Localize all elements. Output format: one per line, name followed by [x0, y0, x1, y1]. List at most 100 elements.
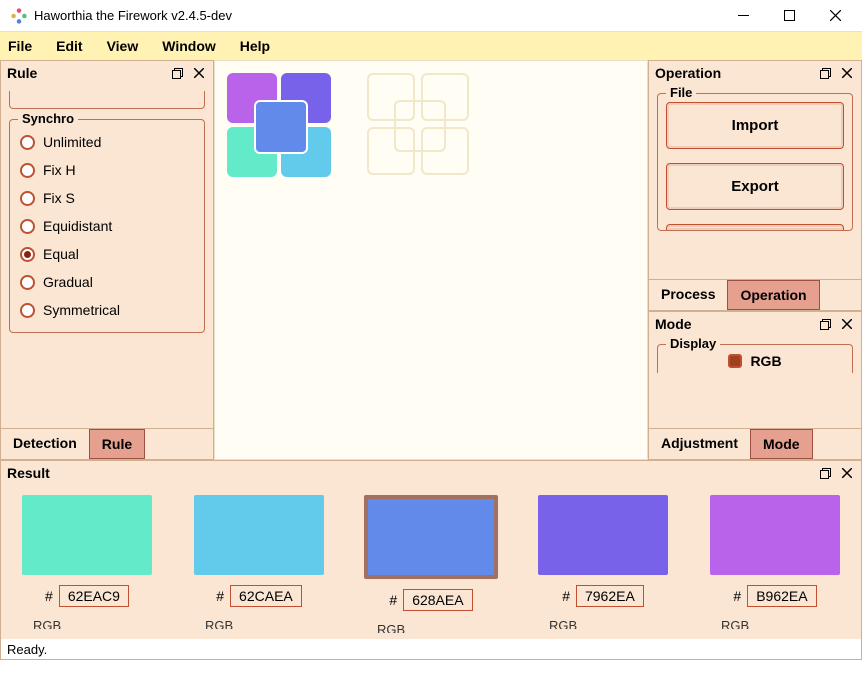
result-panel: Result #62EAC9 RGB #62CAEA RGB #628AEA RGB #79…	[0, 460, 862, 660]
radio-label: Fix H	[43, 162, 76, 178]
status-text: Ready.	[7, 642, 47, 657]
rule-panel-body: Synchro Unlimited Fix H Fix S Equidistant Eq…	[1, 85, 213, 428]
color-swatch[interactable]	[710, 495, 840, 575]
tab-mode[interactable]: Mode	[750, 429, 813, 459]
hex-row: #7962EA	[562, 585, 644, 607]
synchro-group-label: Synchro	[18, 111, 78, 126]
export-button[interactable]: Export	[666, 163, 844, 210]
import-button[interactable]: Import	[666, 102, 844, 149]
status-bar: Ready.	[1, 639, 861, 659]
format-label: RGB	[17, 617, 157, 629]
menu-view[interactable]: View	[107, 38, 139, 54]
undock-icon[interactable]	[169, 65, 185, 81]
rule-panel-title: Rule	[7, 65, 37, 81]
hex-input[interactable]: 62EAC9	[59, 585, 129, 607]
radio-icon	[20, 303, 35, 318]
hash-label: #	[733, 588, 741, 604]
app-icon	[10, 7, 28, 25]
hex-input[interactable]: B962EA	[747, 585, 816, 607]
result-panel-title: Result	[7, 465, 50, 481]
hash-label: #	[562, 588, 570, 604]
canvas-area[interactable]	[214, 60, 648, 460]
synchro-unlimited[interactable]: Unlimited	[18, 128, 196, 156]
synchro-symmetrical[interactable]: Symmetrical	[18, 296, 196, 324]
synchro-gradual[interactable]: Gradual	[18, 268, 196, 296]
close-button[interactable]	[812, 1, 858, 31]
menu-file[interactable]: File	[8, 38, 32, 54]
color-swatch[interactable]	[22, 495, 152, 575]
file-group: File ImportExport	[657, 93, 853, 231]
menu-edit[interactable]: Edit	[56, 38, 82, 54]
hex-row: # B962EA	[733, 585, 816, 607]
tab-process[interactable]: Process	[649, 280, 727, 310]
truncated-group	[9, 91, 205, 109]
maximize-button[interactable]	[766, 1, 812, 31]
mode-panel: Mode Display RGB AdjustmentMode	[648, 311, 862, 460]
close-panel-icon[interactable]	[839, 316, 855, 332]
undock-icon[interactable]	[817, 316, 833, 332]
swatch-item[interactable]: #7962EARGB	[533, 495, 673, 639]
swatch-item[interactable]: #B962EARGB	[705, 495, 845, 639]
rule-tabs: DetectionRule	[1, 428, 213, 459]
radio-label: Fix S	[43, 190, 75, 206]
tab-detection[interactable]: Detection	[1, 429, 89, 459]
color-swatch[interactable]	[364, 495, 498, 579]
rgb-option[interactable]: RGB	[666, 353, 844, 369]
hex-input[interactable]: 62CAEA	[230, 585, 302, 607]
hex-row: #628AEA	[389, 589, 472, 611]
operation-panel-header: Operation	[649, 61, 861, 85]
radio-label: Equal	[43, 246, 79, 262]
title-bar: Haworthia the Firework v2.4.5-dev	[0, 0, 862, 32]
swatch-item[interactable]: #62CAEA RGB	[189, 495, 329, 639]
right-panels: Operation File ImportExport ProcessOpera…	[648, 60, 862, 460]
result-swatches: #62EAC9 RGB #62CAEA RGB #628AEA RGB #7962EARGB…	[1, 485, 861, 639]
rule-panel: Rule Synchro Unlimited Fix H Fix S Equidist…	[0, 60, 214, 460]
ghost-square[interactable]	[394, 100, 446, 152]
format-label: RGB	[189, 617, 329, 629]
menu-help[interactable]: Help	[240, 38, 270, 54]
tab-rule[interactable]: Rule	[89, 429, 145, 459]
color-square[interactable]	[254, 100, 308, 154]
display-group: Display RGB	[657, 344, 853, 373]
synchro-group: Synchro UnlimitedFix HFix SEquidistantEq…	[9, 119, 205, 333]
mode-tabs: AdjustmentMode	[649, 428, 861, 459]
radio-icon	[20, 219, 35, 234]
tab-operation[interactable]: Operation	[727, 280, 819, 310]
undock-icon[interactable]	[817, 65, 833, 81]
radio-icon	[20, 191, 35, 206]
synchro-fix-h[interactable]: Fix H	[18, 156, 196, 184]
format-label: RGB	[361, 621, 501, 633]
hex-input[interactable]: 628AEA	[403, 589, 472, 611]
hash-label: #	[216, 588, 224, 604]
close-panel-icon[interactable]	[839, 65, 855, 81]
minimize-button[interactable]	[720, 1, 766, 31]
radio-label: Equidistant	[43, 218, 112, 234]
hex-input[interactable]: 7962EA	[576, 585, 644, 607]
synchro-fix-s[interactable]: Fix S	[18, 184, 196, 212]
swatch-item[interactable]: #62EAC9 RGB	[17, 495, 157, 639]
color-swatch[interactable]	[538, 495, 668, 575]
operation-body: File Import Export	[649, 85, 861, 279]
close-panel-icon[interactable]	[191, 65, 207, 81]
radio-label: Gradual	[43, 274, 93, 290]
swatch-item[interactable]: #628AEA RGB	[361, 495, 501, 639]
operation-panel: Operation File ImportExport ProcessOpera…	[648, 60, 862, 311]
result-panel-header: Result	[1, 461, 861, 485]
menu-window[interactable]: Window	[162, 38, 216, 54]
mode-body: Display RGB	[649, 336, 861, 428]
rule-panel-header: Rule	[1, 61, 213, 85]
file-group-label: File	[666, 85, 696, 100]
color-swatch[interactable]	[194, 495, 324, 575]
synchro-equidistant[interactable]: Equidistant	[18, 212, 196, 240]
operation-tabs: ProcessOperation	[649, 279, 861, 310]
radio-icon	[20, 247, 35, 262]
radio-icon	[20, 135, 35, 150]
synchro-equal[interactable]: Equal	[18, 240, 196, 268]
mode-panel-header: Mode	[649, 312, 861, 336]
radio-label: Unlimited	[43, 134, 101, 150]
undock-icon[interactable]	[817, 465, 833, 481]
radio-label: Symmetrical	[43, 302, 120, 318]
close-panel-icon[interactable]	[839, 465, 855, 481]
tab-adjustment[interactable]: Adjustment	[649, 429, 750, 459]
hash-label: #	[45, 588, 53, 604]
